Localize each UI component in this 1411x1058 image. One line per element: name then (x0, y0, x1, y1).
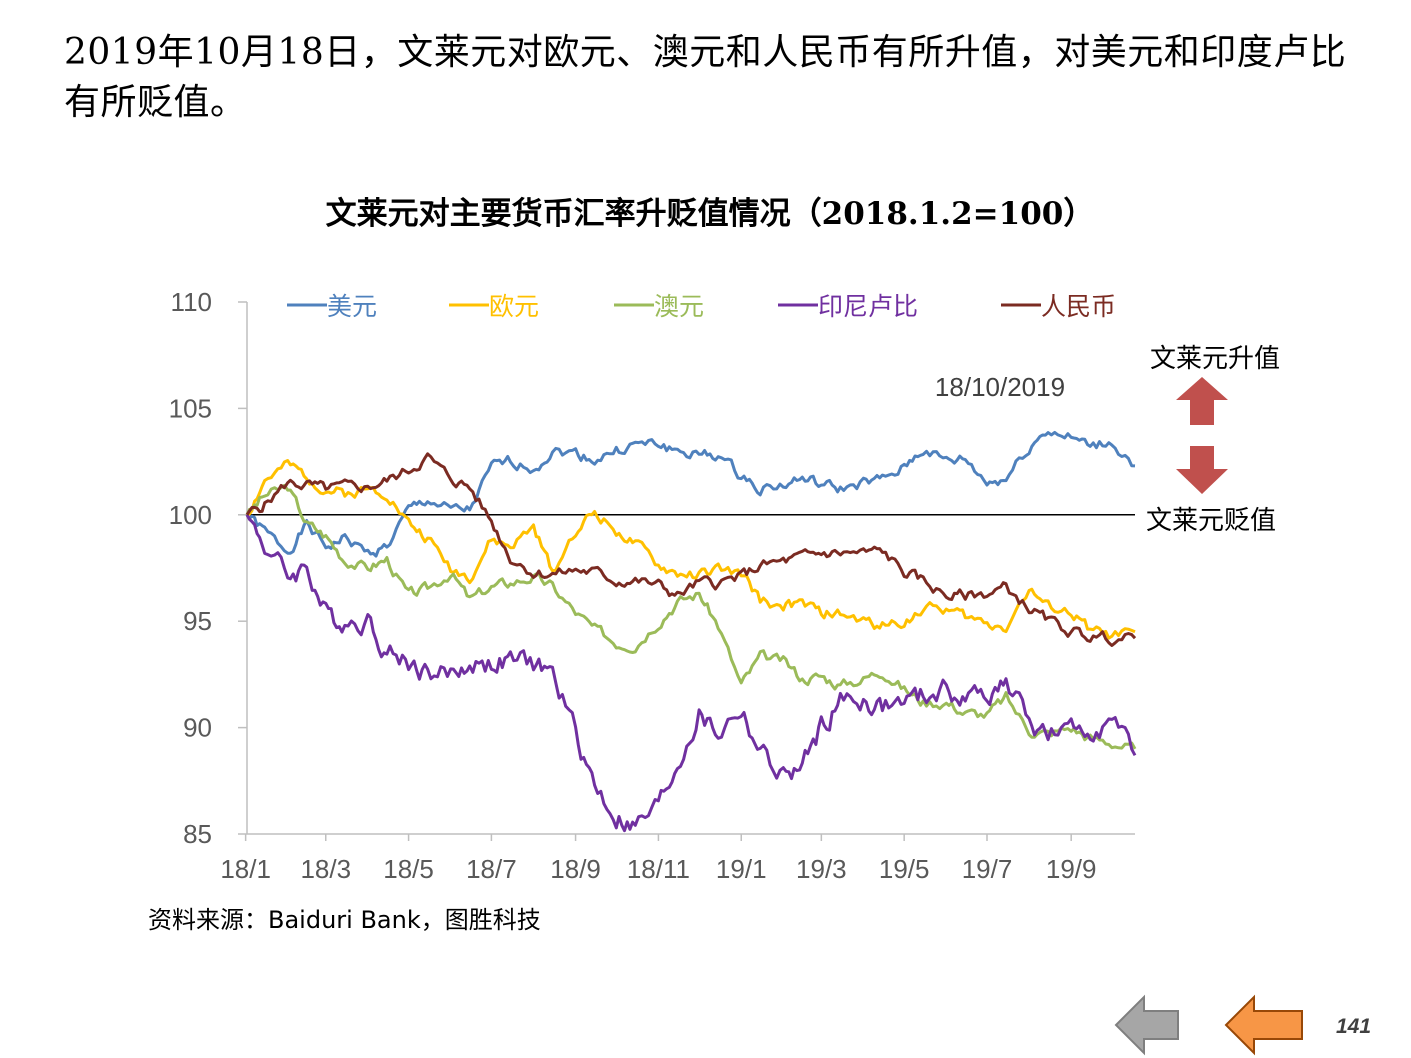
arrow-up-icon (1176, 377, 1228, 425)
legend-label-cny: 人民币 (1041, 292, 1116, 321)
legend-label-usd: 美元 (327, 292, 377, 321)
source-note: 资料来源：Baiduri Bank，图胜科技 (148, 906, 541, 934)
series-line-idr (245, 514, 1137, 833)
x-tick-label: 19/5 (879, 854, 930, 884)
y-tick-label: 105 (169, 393, 212, 423)
back-button[interactable] (1114, 994, 1182, 1056)
headline: 2019年10月18日，文莱元对欧元、澳元和人民币有所升值，对美元和印度卢比有所… (64, 32, 1347, 123)
y-tick-label: 100 (169, 500, 212, 530)
y-tick-label: 95 (183, 606, 212, 636)
x-tick-label: 18/1 (220, 854, 271, 884)
y-tick-label: 110 (171, 287, 212, 317)
series-line-cny (245, 452, 1137, 647)
legend-label-idr: 印尼卢比 (818, 292, 918, 321)
arrow-down-icon (1176, 446, 1228, 494)
arrow-left-icon (1114, 994, 1179, 1056)
x-tick-label: 19/9 (1046, 854, 1097, 884)
x-tick-label: 18/11 (627, 854, 690, 884)
arrow-left-icon (1224, 994, 1303, 1056)
x-tick-label: 18/5 (383, 854, 434, 884)
legend: 美元 欧元 澳元 印尼卢比 人民币 (287, 292, 1116, 321)
x-tick-label: 19/3 (796, 854, 847, 884)
chart-title: 文莱元对主要货币汇率升贬值情况（2018.1.2=100） (325, 196, 1095, 232)
y-tick-label: 85 (183, 819, 212, 849)
date-annotation: 18/10/2019 (935, 372, 1065, 402)
previous-page-button[interactable] (1224, 994, 1306, 1056)
x-tick-label: 18/9 (550, 854, 601, 884)
x-tick-label: 18/7 (466, 854, 517, 884)
x-tick-label: 19/1 (716, 854, 767, 884)
x-tick-label: 18/3 (300, 854, 351, 884)
series-group (245, 430, 1137, 833)
series-line-usd (245, 430, 1136, 558)
series-line-eur (246, 459, 1136, 640)
y-tick-label: 90 (183, 713, 212, 743)
page-number: 141 (1336, 1015, 1372, 1038)
legend-label-eur: 欧元 (489, 292, 539, 321)
axes: 85 90 95 100 105 110 18/1 18/3 18/5 18/7 18/9 18/11… (169, 287, 1135, 884)
legend-label-aud: 澳元 (654, 292, 704, 321)
appreciation-label: 文莱元升值 (1150, 344, 1280, 374)
x-tick-label: 19/7 (962, 854, 1013, 884)
series-line-aud (245, 483, 1137, 750)
depreciation-label: 文莱元贬值 (1146, 506, 1276, 536)
